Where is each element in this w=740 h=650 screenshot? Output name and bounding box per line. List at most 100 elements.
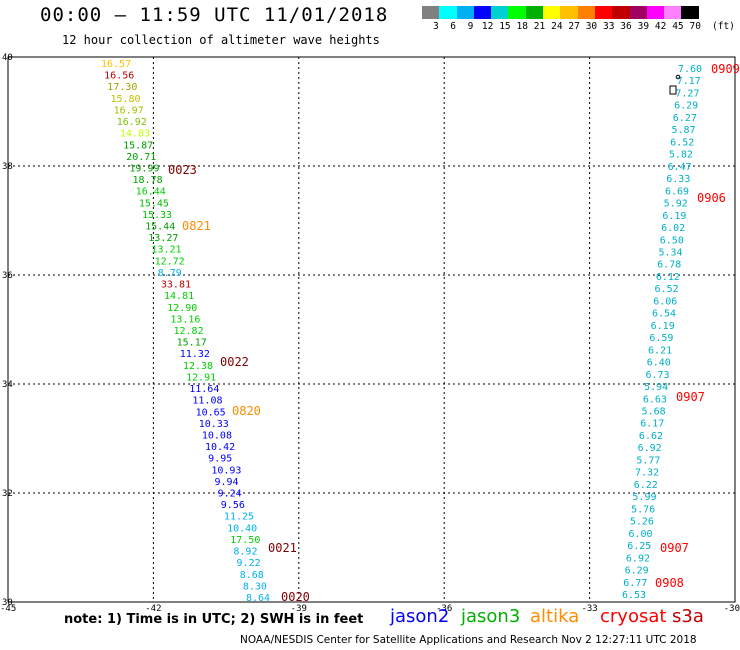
wave-height-label: 5.34 xyxy=(658,247,682,258)
wave-height-label: 5.76 xyxy=(631,504,655,515)
page-subtitle: 12 hour collection of altimeter wave hei… xyxy=(62,33,380,47)
wave-height-label: 17.30 xyxy=(107,82,137,93)
axis-tick-labels: -45 -42 -39 -36 -33 -30 40 38 36 34 32 30 xyxy=(0,53,740,614)
color-swatch xyxy=(664,6,682,19)
wave-height-label: 17.50 xyxy=(230,535,260,546)
wave-height-label: 5.77 xyxy=(636,455,660,466)
pass-time-label: 0907 xyxy=(676,390,705,404)
wave-height-label: 15.87 xyxy=(123,140,153,151)
wave-height-label: 16.92 xyxy=(117,117,147,128)
wave-height-label: 5.87 xyxy=(671,125,695,136)
color-swatch xyxy=(508,6,526,19)
track-markers xyxy=(669,74,681,95)
wave-height-label: 8.92 xyxy=(233,547,257,558)
color-scale-label: 45 xyxy=(672,21,684,32)
color-scale-label: 24 xyxy=(551,21,563,32)
wave-height-label: 7.17 xyxy=(677,76,701,87)
wave-height-label: 6.19 xyxy=(662,211,686,222)
credit-line: NOAA/NESDIS Center for Satellite Applica… xyxy=(240,634,697,646)
wave-height-label: 6.19 xyxy=(651,321,675,332)
wave-height-label: 5.68 xyxy=(642,407,666,418)
latitude-tick-label: 34 xyxy=(2,380,13,390)
wave-height-label: 11.08 xyxy=(192,396,222,407)
wave-height-label: 10.93 xyxy=(211,465,241,476)
color-scale-label: 21 xyxy=(533,21,546,32)
color-swatch xyxy=(491,6,509,19)
legend-entry-jason3: jason3 xyxy=(461,606,521,627)
wave-height-label: 8.79 xyxy=(158,268,182,279)
wave-height-label: 10.33 xyxy=(199,419,229,430)
latitude-tick-label: 40 xyxy=(2,53,13,63)
wave-height-label: 6.52 xyxy=(655,284,679,295)
color-swatch xyxy=(612,6,630,19)
wave-height-label: 6.63 xyxy=(643,394,667,405)
east-track-labels: 7.607.177.276.296.275.876.525.826.476.33… xyxy=(622,64,702,601)
wave-height-label: 7.60 xyxy=(678,64,702,75)
map-frame xyxy=(7,56,736,603)
wave-height-label: 13.21 xyxy=(151,245,181,256)
wave-height-label: 5.92 xyxy=(664,199,688,210)
wave-height-label: 9.22 xyxy=(237,558,261,569)
wave-height-label: 12.82 xyxy=(174,326,204,337)
latitude-tick-label: 36 xyxy=(2,271,13,281)
pass-time-label: 0020 xyxy=(281,590,310,604)
color-swatch xyxy=(594,6,613,19)
wave-height-label: 14.83 xyxy=(120,129,150,140)
wave-height-label: 8.64 xyxy=(246,593,270,604)
color-scale-label: 9 xyxy=(467,21,474,32)
color-scale-label: 36 xyxy=(620,21,632,32)
color-scale-label: 27 xyxy=(568,21,580,32)
color-scale-label: 3 xyxy=(433,21,439,32)
wave-height-label: 9.94 xyxy=(214,477,238,488)
color-scale-label: 39 xyxy=(637,21,650,32)
color-swatch xyxy=(473,6,492,19)
wave-height-label: 6.00 xyxy=(629,529,653,540)
wave-height-label: 5.94 xyxy=(644,382,668,393)
wave-height-label: 19.99 xyxy=(129,163,159,174)
wave-height-label: 6.50 xyxy=(660,235,684,246)
pass-time-label: 0021 xyxy=(268,541,297,555)
longitude-tick-label: -33 xyxy=(581,604,597,614)
pass-time-label: 0023 xyxy=(168,163,197,177)
wave-height-label: 8.30 xyxy=(243,581,267,592)
color-swatch xyxy=(560,6,578,19)
color-swatch xyxy=(422,6,440,19)
wave-height-label: 6.21 xyxy=(648,345,672,356)
legend-entry-s3a: s3a xyxy=(672,606,704,627)
wave-height-label: 33.81 xyxy=(161,280,191,291)
wave-height-label: 6.53 xyxy=(622,590,646,601)
longitude-tick-label: -45 xyxy=(0,604,16,614)
latitude-tick-label: 30 xyxy=(2,598,13,608)
color-scale-label: 30 xyxy=(585,21,598,32)
wave-height-label: 6.22 xyxy=(634,480,658,491)
wave-height-label: 15.17 xyxy=(177,338,207,349)
wave-height-label: 6.29 xyxy=(625,566,649,577)
pass-time-label: 0909 xyxy=(711,62,740,76)
color-scale-unit: (ft) xyxy=(712,21,735,32)
color-scale-bar xyxy=(422,6,699,19)
color-scale-labels: 3 6 9 12 15 18 21 24 27 30 33 36 39 42 45 70 (ft) xyxy=(422,21,740,33)
color-scale-label: 12 xyxy=(481,21,494,32)
wave-height-label: 6.40 xyxy=(647,358,671,369)
wave-height-label: 11.64 xyxy=(189,384,219,395)
wave-height-label: 9.56 xyxy=(221,500,245,511)
color-swatch xyxy=(439,6,457,19)
color-swatch xyxy=(525,6,544,19)
wave-height-label: 5.26 xyxy=(630,517,654,528)
legend-entry-cryosat: cryosat xyxy=(600,606,667,627)
track-marker xyxy=(675,74,681,80)
wave-height-label: 15.45 xyxy=(139,198,169,209)
wave-height-label: 6.33 xyxy=(666,174,690,185)
wave-height-label: 10.40 xyxy=(227,523,257,534)
wave-height-label: 6.29 xyxy=(674,101,698,112)
color-scale-label: 33 xyxy=(603,21,615,32)
wave-height-label: 6.69 xyxy=(665,186,689,197)
wave-height-label: 9.95 xyxy=(208,454,232,465)
longitude-tick-label: -36 xyxy=(436,604,452,614)
color-scale-label: 42 xyxy=(654,21,667,32)
wave-height-label: 6.54 xyxy=(652,309,676,320)
color-scale-label: 70 xyxy=(689,21,701,32)
wave-height-label: 13.16 xyxy=(170,314,200,325)
wave-height-label: 13.27 xyxy=(148,233,178,244)
